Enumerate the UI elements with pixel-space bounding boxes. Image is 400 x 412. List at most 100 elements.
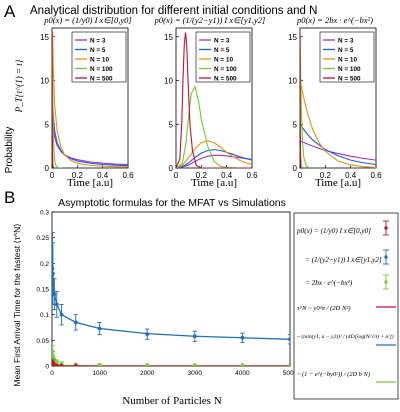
series-line (52, 32, 128, 168)
legend-label: N = 100 (90, 66, 113, 73)
data-point (52, 353, 55, 358)
legend-label: N = 5 (338, 47, 354, 54)
data-point (288, 363, 290, 366)
data-point (97, 326, 102, 331)
panel-b-plot: 0 1000 2000 3000 4000 5000 0 0.05 0.1 0.15 0.2 0.25… (36, 210, 297, 378)
x-tick-label: 2000 (140, 370, 155, 377)
legend-label: N = 10 (338, 57, 357, 64)
panel-b-letter: B (4, 188, 15, 207)
data-point (52, 266, 55, 271)
series-line (176, 85, 252, 168)
x-tick-label: 0 (50, 171, 55, 180)
y-tick-label: 0 (45, 364, 49, 371)
panel-a-letter: A (4, 2, 16, 21)
panel-b-title: Asymptotic formulas for the MFAT vs Simu… (58, 197, 286, 209)
series-line (176, 149, 252, 168)
panel-b-legend: p0(x) = (1/y0) I x∈[0,y0] = (1/(y2−y1)) … (293, 212, 399, 400)
y-tick-label: 0 (45, 164, 50, 173)
data-point (192, 363, 197, 366)
data-point (73, 363, 78, 366)
legend-entry-4: τ^N ~ y0²π / (2D N²) (297, 305, 351, 312)
data-point (97, 363, 102, 366)
subplot-2: 0 0.2 0.4 0.6 0 5 10 15 N = 3 N = 5 N = 10 N = 100 N… (164, 27, 258, 180)
series-line (300, 140, 376, 161)
series-line (300, 28, 302, 168)
legend-entry-3: = 2bx · e^(−bx²) (305, 279, 353, 287)
legend-label: N = 3 (338, 38, 354, 45)
curves (176, 32, 252, 168)
legend-label: N = 3 (90, 38, 106, 45)
x-tick-label: 0 (298, 171, 303, 180)
data-point (59, 363, 64, 366)
subplot-3-title: p0(x) = 2bx · e^(−bx²) (296, 15, 373, 25)
plot-frame (51, 211, 291, 367)
series-line (300, 80, 376, 168)
subplot-1-title: p0(x) = (1/y0) I x∈[0,y0] (43, 15, 132, 25)
x-tick-label: 4000 (235, 370, 250, 377)
data-point (54, 302, 59, 307)
legend-box (293, 212, 399, 400)
x-tick-label: 5000 (283, 370, 298, 377)
data-point (59, 312, 64, 317)
subplot-3-xlabel: Time [a.u] (315, 177, 361, 189)
y-tick-label: 5 (45, 120, 50, 129)
data-point (54, 359, 59, 364)
data-point (54, 363, 59, 366)
legend-label: N = 10 (214, 57, 233, 64)
legend-label: N = 10 (90, 57, 109, 64)
x-tick-label: 0 (174, 171, 179, 180)
subplot-2-title: p0(x) = (1/(y2−y1)) I x∈[y1,y2] (154, 15, 266, 25)
y-tick-label: 0.1 (40, 312, 49, 319)
legend-entry-2: = (1/(y2−y1)) I x∈[y1,y2] (305, 256, 382, 264)
x-tick-label: 0.4 (221, 171, 233, 180)
y-tick-label: 15 (288, 33, 297, 42)
subplot-1: 0 0.2 0.4 0.6 0 5 10 15 N = 3 N = 5 N = 10 N = 100 N… (40, 27, 134, 180)
series-line (52, 102, 128, 167)
data-point (145, 332, 150, 337)
panel-a-ylabel-math: P_T{τ^(1) = t} (14, 59, 24, 113)
data-point (145, 363, 150, 366)
y-tick-label: 5 (293, 120, 298, 129)
legend-label: N = 500 (90, 76, 113, 83)
y-tick-label: 10 (288, 77, 297, 86)
series-line (176, 154, 252, 168)
subplot-3: 0 0.2 0.4 0.6 0 5 10 15 N = 3 N = 5 N = 10 N = 100 N… (288, 27, 382, 180)
y-tick-label: 15 (164, 33, 173, 42)
y-tick-label: 0 (169, 164, 174, 173)
subplot-1-xlabel: Time [a.u] (67, 177, 113, 189)
y-tick-label: 10 (40, 77, 49, 86)
series-line (300, 123, 376, 166)
panel-a-title: Analytical distribution for different in… (30, 5, 317, 17)
x-tick-label: 0.4 (345, 171, 357, 180)
y-tick-label: 10 (164, 77, 173, 86)
series-group (52, 232, 290, 366)
y-tick-label: 0.05 (36, 338, 49, 345)
legend-entry-6: ~ (1 − e^(−by0²)) / (2D b N) (297, 371, 370, 378)
data-point (288, 337, 290, 342)
y-tick-label: 0.25 (36, 235, 49, 242)
legend-entry-5: ~ (min(y1, a − y2))² / (4D[log(N/√π) + α… (297, 333, 394, 340)
series-line (176, 140, 252, 168)
data-point (192, 334, 197, 339)
legend-label: N = 100 (338, 66, 361, 73)
data-point (52, 271, 55, 276)
legend-marker-blue (383, 249, 389, 265)
legend-marker-red (383, 220, 389, 236)
data-point (73, 320, 78, 325)
series-line (176, 32, 252, 168)
x-tick-label: 0.6 (370, 171, 382, 180)
x-tick-label: 0.2 (196, 171, 208, 180)
x-tick-label: 0.6 (122, 171, 134, 180)
legend-label: N = 500 (214, 76, 237, 83)
x-tick-label: 1000 (92, 370, 107, 377)
legend-label: N = 5 (214, 47, 230, 54)
data-point (52, 292, 57, 297)
y-tick-label: 0.15 (36, 287, 49, 294)
x-tick-label: 0.2 (320, 171, 332, 180)
curves (300, 28, 376, 168)
asymptotic-line (52, 268, 290, 340)
x-tick-label: 0.4 (97, 171, 109, 180)
data-point (240, 363, 245, 366)
panel-b-ylabel: Mean First Arrival Time for the fastest … (12, 223, 22, 386)
